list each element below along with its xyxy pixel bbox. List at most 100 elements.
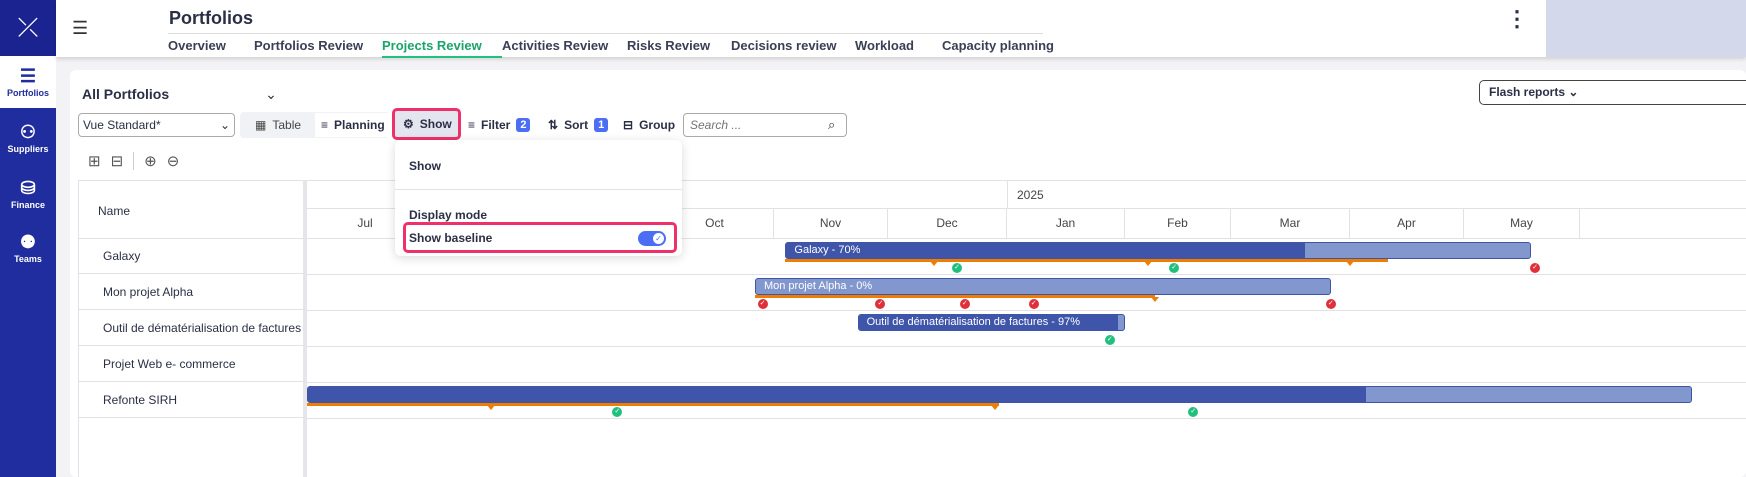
sidebar-item-teams[interactable]: ⚉ Teams [14, 231, 42, 264]
filter-button[interactable]: ≡ Filter 2 [468, 113, 531, 137]
show-button[interactable]: ⚙ Show [392, 108, 461, 140]
month-apr: Apr [1350, 208, 1464, 238]
sidebar-item-suppliers[interactable]: ⚇ Suppliers [7, 121, 49, 154]
row-name[interactable]: Outil de dématérialisation de factures [78, 310, 305, 346]
tab-capacity-planning[interactable]: Capacity planning [942, 38, 1054, 53]
baseline-bar [754, 295, 1156, 298]
tab-decisions-review[interactable]: Decisions review [731, 38, 837, 53]
milestone-late-icon[interactable]: ✓ [959, 299, 970, 309]
milestone-late-icon[interactable]: ✓ [1028, 299, 1039, 309]
milestone-late-icon[interactable]: ✓ [757, 299, 768, 309]
month-may: May [1464, 208, 1580, 238]
suppliers-icon: ⚇ [19, 121, 37, 142]
header: ☰ Portfolios Overview Portfolios Review Pr… [56, 0, 1746, 58]
progress-fill [858, 315, 1119, 330]
gantt-bar[interactable] [307, 386, 1693, 403]
portfolios-icon: ☰ [19, 65, 37, 86]
year-label: 2025 [1017, 188, 1044, 202]
tab-portfolios-review[interactable]: Portfolios Review [254, 38, 364, 53]
sidebar: ⤫ ☰ Portfolios ⚇ Suppliers ⛁ Finance ⚉ Teams [0, 0, 56, 477]
tab-overview[interactable]: Overview [168, 38, 226, 53]
menu-icon[interactable]: ☰ [72, 18, 89, 38]
chevron-down-icon: ⌄ [265, 85, 277, 102]
milestone-done-icon[interactable]: ✓ [1104, 335, 1115, 345]
milestone-done-icon[interactable]: ✓ [1169, 263, 1180, 273]
row-name[interactable]: Galaxy [78, 238, 305, 274]
month-nov: Nov [774, 208, 888, 238]
sidebar-item-finance[interactable]: ⛁ Finance [10, 177, 45, 210]
column-resize-handle[interactable] [303, 180, 307, 477]
portfolio-select[interactable]: All Portfolios ⌄ [82, 85, 277, 103]
row-name[interactable]: Refonte SIRH [78, 382, 305, 418]
row-name[interactable]: Mon projet Alpha [78, 274, 305, 310]
row-name[interactable]: Projet Web e- commerce [78, 346, 305, 382]
sidebar-item-portfolios[interactable]: ☰ Portfolios [0, 56, 56, 108]
table-view-button[interactable]: ▦ Table [255, 118, 302, 132]
gantt-bar[interactable]: Outil de dématérialisation de factures -… [857, 314, 1125, 331]
baseline-milestone-marker[interactable] [930, 261, 939, 266]
baseline-milestone-marker[interactable] [487, 405, 496, 410]
baseline-milestone-marker[interactable] [991, 405, 1000, 410]
sort-icon: ⇅ [548, 118, 559, 132]
search-input[interactable] [683, 113, 847, 137]
progress-fill [786, 243, 1305, 258]
more-options-icon[interactable]: ⋮ [1506, 6, 1528, 31]
show-baseline-toggle[interactable]: ✓ [638, 231, 666, 246]
planning-icon: ≡ [321, 118, 329, 132]
filter-count-badge: 2 [516, 118, 531, 132]
baseline-bar [307, 403, 1000, 406]
finance-icon: ⛁ [20, 177, 36, 198]
tab-activities-review[interactable]: Activities Review [502, 38, 609, 53]
tab-bar: Overview Portfolios Review Projects Review… [168, 33, 1054, 58]
bar-label [308, 388, 316, 400]
app-logo[interactable]: ⤫ [0, 0, 56, 56]
bar-label: Outil de dématérialisation de factures -… [866, 316, 1080, 328]
name-column-header: Name [98, 204, 131, 218]
bar-label: Galaxy - 70% [794, 244, 861, 256]
group-button[interactable]: ⊟ Group [623, 118, 676, 132]
table-icon: ▦ [255, 118, 267, 132]
gantt-bar[interactable]: Mon projet Alpha - 0% [754, 278, 1331, 295]
search-icon[interactable]: ⌕ [828, 117, 836, 132]
gantt-bar[interactable]: Galaxy - 70% [785, 242, 1532, 259]
gear-icon: ⚙ [403, 117, 414, 131]
tab-risks-review[interactable]: Risks Review [627, 38, 711, 53]
month-dec: Dec [888, 208, 1007, 238]
zoom-out-icon[interactable]: ⊖ [166, 153, 180, 170]
collapse-all-icon[interactable]: ⊟ [110, 153, 124, 170]
progress-fill [308, 387, 1367, 402]
flash-reports-button[interactable]: Flash reports ⌄ [1479, 80, 1746, 105]
month-feb: Feb [1125, 208, 1231, 238]
milestone-done-icon[interactable]: ✓ [1188, 407, 1199, 417]
dropdown-title: Show [409, 159, 441, 173]
tab-workload[interactable]: Workload [855, 38, 914, 53]
page-title: Portfolios [169, 8, 253, 28]
baseline-milestone-marker[interactable] [1346, 261, 1354, 266]
display-mode-label: Display mode [409, 208, 488, 222]
filter-icon: ≡ [468, 118, 476, 132]
sort-count-badge: 1 [594, 118, 609, 132]
planning-view-button[interactable]: ≡ Planning [315, 113, 391, 137]
milestone-late-icon[interactable]: ✓ [875, 299, 886, 309]
show-baseline-option[interactable]: Show baseline ✓ [403, 222, 677, 253]
baseline-bar [785, 259, 1388, 262]
chevron-down-icon: ⌄ [219, 118, 230, 132]
bar-label: Mon projet Alpha - 0% [763, 280, 873, 292]
milestone-late-icon[interactable]: ✓ [1530, 263, 1541, 273]
sort-button[interactable]: ⇅ Sort 1 [548, 113, 609, 137]
view-select[interactable]: Vue Standard* ⌄ [78, 113, 235, 137]
chevron-down-icon: ⌄ [1568, 85, 1579, 99]
baseline-milestone-marker[interactable] [1151, 297, 1160, 302]
milestone-done-icon[interactable]: ✓ [952, 263, 963, 273]
expand-all-icon[interactable]: ⊞ [88, 153, 101, 170]
header-side-panel [1546, 0, 1746, 57]
month-oct: Oct [656, 208, 774, 238]
tab-projects-review[interactable]: Projects Review [382, 34, 502, 58]
zoom-in-icon[interactable]: ⊕ [144, 153, 157, 170]
milestone-done-icon[interactable]: ✓ [612, 407, 623, 417]
month-jan: Jan [1007, 208, 1125, 238]
teams-icon: ⚉ [19, 231, 37, 252]
month-mar: Mar [1231, 208, 1350, 238]
baseline-milestone-marker[interactable] [1143, 261, 1152, 266]
milestone-late-icon[interactable]: ✓ [1325, 299, 1336, 309]
